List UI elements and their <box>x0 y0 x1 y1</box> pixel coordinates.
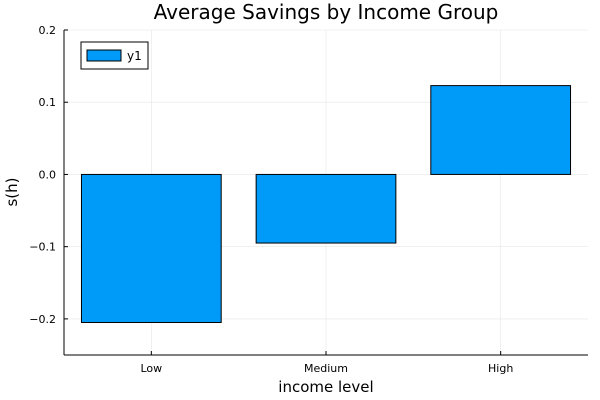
y-tick-label: −0.2 <box>29 313 56 326</box>
y-tick-label: 0.2 <box>39 24 57 37</box>
x-tick-label: High <box>488 362 513 375</box>
bar-medium <box>255 173 397 244</box>
bar-high <box>430 85 572 175</box>
bars <box>80 85 572 323</box>
legend-label: y1 <box>127 49 142 63</box>
y-tick-label: −0.1 <box>29 241 56 254</box>
legend: y1 <box>80 41 149 70</box>
y-axis-label: s(h) <box>3 177 21 206</box>
legend-swatch <box>86 49 122 62</box>
chart-title: Average Savings by Income Group <box>154 0 499 24</box>
x-axis-label: income level <box>278 378 373 396</box>
bar-low <box>80 173 222 323</box>
x-tick-label: Medium <box>304 362 348 375</box>
x-tick-label: Low <box>140 362 162 375</box>
y-tick-label: 0.1 <box>39 96 57 109</box>
y-ticks: −0.2 −0.1 0.0 0.1 0.2 <box>29 24 68 326</box>
y-tick-label: 0.0 <box>39 168 57 181</box>
x-ticks: Low Medium High <box>140 351 513 375</box>
